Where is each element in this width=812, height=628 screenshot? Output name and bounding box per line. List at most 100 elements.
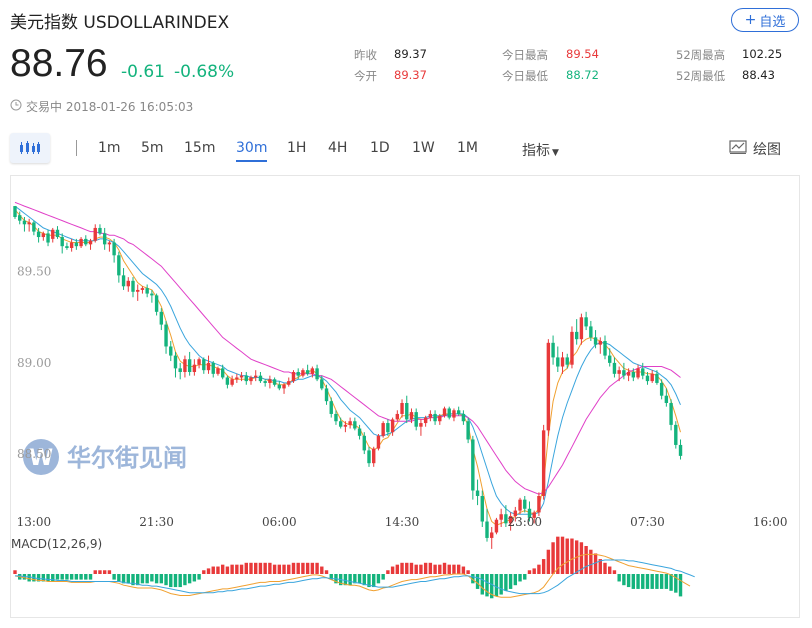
add-watchlist-button[interactable]: + 自选: [731, 8, 799, 32]
candle: [376, 434, 381, 451]
watermark-logo-letter: W: [29, 446, 53, 471]
draw-button[interactable]: 绘图: [729, 139, 781, 159]
macd-histogram-bar: [636, 574, 640, 589]
candle: [239, 372, 244, 382]
candle: [423, 415, 428, 427]
macd-histogram-bar: [197, 574, 201, 580]
macd-histogram-bar: [405, 562, 409, 574]
period-tab-4h[interactable]: 4H: [328, 140, 348, 156]
candle: [320, 375, 324, 391]
macd-histogram-bar: [480, 574, 484, 595]
candle: [13, 206, 17, 219]
candle: [268, 375, 272, 389]
candle: [220, 364, 225, 380]
macd-histogram-bar: [570, 538, 574, 574]
macd-histogram-bar: [565, 538, 569, 574]
macd-histogram-bar: [296, 562, 300, 574]
macd-histogram-bar: [150, 574, 154, 582]
candle: [230, 375, 234, 387]
macd-histogram-bar: [631, 574, 636, 589]
candle: [84, 235, 88, 247]
macd-histogram-bar: [60, 574, 64, 580]
candle: [508, 512, 513, 531]
x-tick-label: 23:00: [507, 515, 542, 529]
macd-histogram-bar: [650, 574, 654, 589]
period-tab-1w[interactable]: 1W: [412, 140, 435, 156]
macd-histogram-bar: [277, 564, 282, 574]
chart-panel[interactable]: W 华尔街见闻 88.50 89.00 89.50 13:00 21:30 06:00 1…: [10, 175, 800, 618]
macd-histogram-bar: [622, 574, 626, 586]
candle: [659, 379, 664, 400]
stat-label-prev-close: 昨收: [354, 48, 377, 62]
macd-histogram-bar: [556, 536, 560, 574]
macd-histogram-bar: [310, 562, 315, 574]
period-tab-30m[interactable]: 30m: [236, 140, 268, 162]
macd-histogram-bar: [423, 562, 428, 574]
candle: [386, 419, 390, 436]
candle: [433, 410, 437, 425]
macd-histogram-bar: [178, 574, 182, 588]
period-tab-1m[interactable]: 1m: [98, 140, 121, 156]
stat-value-52w-low: 88.43: [742, 68, 775, 82]
macd-histogram-bar: [263, 562, 267, 574]
macd-histogram-bar: [367, 574, 371, 588]
price-chart[interactable]: W 华尔街见闻 88.50 89.00 89.50 13:00 21:30 06:00 1…: [11, 176, 801, 619]
macd-histogram-bar: [381, 574, 385, 580]
candle: [617, 366, 621, 382]
period-tab-5m[interactable]: 5m: [141, 140, 164, 156]
stat-label-open: 今开: [354, 69, 377, 83]
candlestick-icon[interactable]: [10, 133, 50, 163]
chart-toolbar: 1m 5m 15m 30m 1H 4H 1D 1W 1M 指标 ▼ 绘图: [10, 133, 802, 165]
candle: [494, 517, 499, 535]
macd-histogram-bar: [669, 574, 673, 591]
macd-histogram-bar: [513, 574, 518, 586]
macd-histogram-bar: [518, 574, 522, 582]
candle: [169, 341, 173, 362]
period-tab-1d[interactable]: 1D: [370, 140, 390, 156]
candle: [504, 505, 508, 527]
candle: [631, 368, 636, 382]
candle: [574, 319, 579, 345]
macd-histogram-bar: [235, 564, 239, 574]
candle: [669, 399, 673, 431]
candle: [187, 351, 192, 376]
candle: [674, 421, 678, 449]
indicator-dropdown[interactable]: 指标 ▼: [522, 140, 559, 160]
macd-histogram-bar: [320, 566, 324, 574]
macd-histogram-bar: [216, 566, 220, 574]
candle: [291, 370, 296, 383]
candle: [442, 406, 447, 418]
period-tab-15m[interactable]: 15m: [184, 140, 216, 156]
macd-histogram-bar: [471, 574, 475, 584]
macd-histogram-bar: [626, 574, 631, 588]
candle: [315, 364, 319, 382]
macd-histogram-bar: [244, 562, 248, 574]
stat-label-day-high: 今日最高: [502, 48, 548, 62]
macd-histogram-bar: [428, 562, 433, 574]
candle: [126, 277, 130, 292]
macd-histogram-bar: [84, 574, 88, 580]
macd-histogram-bar: [664, 574, 669, 589]
candle: [405, 395, 409, 424]
candle: [626, 368, 631, 382]
candle: [296, 368, 300, 380]
candle: [400, 399, 404, 418]
macd-histogram-bar: [504, 574, 508, 591]
macd-label: MACD(12,26,9): [11, 537, 102, 551]
candle: [419, 419, 423, 436]
macd-histogram-bar: [291, 562, 296, 574]
period-tab-1mo[interactable]: 1M: [457, 140, 478, 156]
period-tab-1h[interactable]: 1H: [287, 140, 307, 156]
x-tick-label: 06:00: [262, 515, 297, 529]
candle: [65, 242, 69, 250]
macd-histogram-bar: [353, 574, 357, 584]
macd-histogram-bar: [55, 574, 60, 580]
macd-histogram-bar: [220, 564, 225, 574]
candle: [93, 224, 97, 243]
indicator-label: 指标: [522, 143, 550, 159]
macd-histogram-bar: [608, 566, 612, 574]
watermark-logo: [23, 439, 59, 475]
candle: [357, 424, 362, 440]
candle: [310, 366, 315, 378]
candle: [258, 372, 263, 383]
